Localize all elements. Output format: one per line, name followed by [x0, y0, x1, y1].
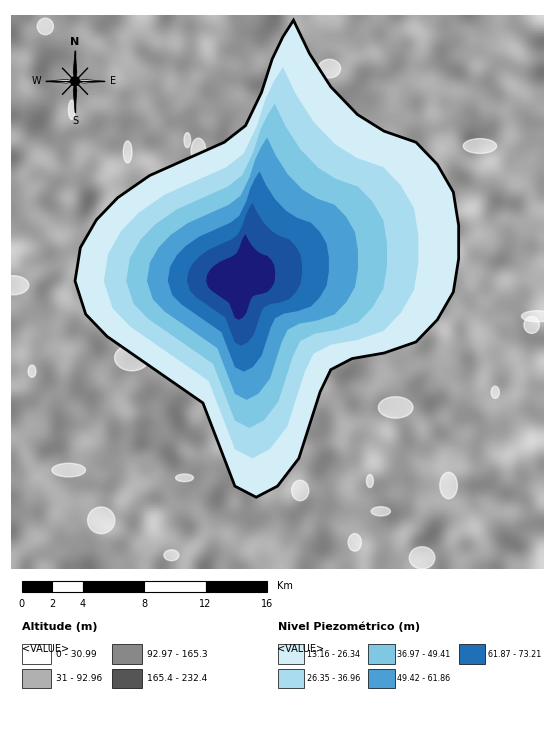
Text: S: S: [72, 116, 78, 126]
Text: 8: 8: [141, 599, 148, 609]
Text: W: W: [32, 76, 42, 86]
Ellipse shape: [306, 235, 318, 250]
Ellipse shape: [37, 18, 53, 35]
Bar: [368, 645, 395, 664]
Ellipse shape: [0, 276, 29, 295]
Polygon shape: [75, 79, 104, 83]
Bar: [278, 645, 304, 664]
Text: 13.16 - 26.34: 13.16 - 26.34: [307, 650, 360, 659]
Ellipse shape: [366, 475, 374, 487]
Text: 4: 4: [80, 599, 86, 609]
Ellipse shape: [315, 87, 323, 104]
Polygon shape: [73, 51, 77, 82]
Text: 165.4 - 232.4: 165.4 - 232.4: [147, 674, 207, 683]
Circle shape: [70, 76, 79, 86]
Ellipse shape: [191, 138, 206, 163]
Text: E: E: [110, 76, 116, 86]
Ellipse shape: [164, 550, 179, 561]
Ellipse shape: [524, 316, 539, 334]
Ellipse shape: [298, 250, 319, 262]
Ellipse shape: [123, 141, 132, 163]
Text: 0: 0: [19, 599, 25, 609]
Bar: [52, 581, 83, 592]
PathPatch shape: [187, 203, 302, 345]
Text: 61.87 - 73.21: 61.87 - 73.21: [488, 650, 541, 659]
Ellipse shape: [175, 474, 194, 481]
Ellipse shape: [318, 60, 341, 78]
Bar: [83, 581, 144, 592]
Ellipse shape: [68, 100, 75, 120]
Ellipse shape: [379, 397, 413, 418]
Bar: [549, 669, 555, 688]
Bar: [22, 669, 51, 688]
Ellipse shape: [184, 132, 190, 148]
Ellipse shape: [277, 104, 285, 126]
Ellipse shape: [256, 233, 266, 243]
Ellipse shape: [371, 506, 391, 516]
Bar: [22, 581, 52, 592]
Text: 31 - 92.96: 31 - 92.96: [57, 674, 103, 683]
Ellipse shape: [234, 320, 259, 337]
Polygon shape: [46, 79, 75, 83]
Ellipse shape: [28, 365, 36, 377]
PathPatch shape: [206, 234, 275, 320]
Text: 49.42 - 61.86: 49.42 - 61.86: [397, 674, 451, 683]
Ellipse shape: [190, 248, 205, 265]
Text: 92.97 - 165.3: 92.97 - 165.3: [147, 650, 208, 659]
Ellipse shape: [171, 213, 187, 220]
Ellipse shape: [348, 534, 361, 551]
Text: Nivel Piezométrico (m): Nivel Piezométrico (m): [278, 622, 420, 632]
Bar: [112, 669, 142, 688]
Ellipse shape: [342, 227, 373, 245]
Bar: [22, 645, 51, 664]
Text: 2: 2: [49, 599, 56, 609]
Ellipse shape: [416, 168, 440, 174]
Bar: [549, 645, 555, 664]
PathPatch shape: [126, 104, 387, 428]
Ellipse shape: [522, 311, 553, 322]
Polygon shape: [73, 82, 77, 112]
Bar: [205, 581, 267, 592]
Ellipse shape: [463, 139, 497, 154]
Ellipse shape: [317, 168, 327, 184]
Text: 36.97 - 49.41: 36.97 - 49.41: [397, 650, 451, 659]
Ellipse shape: [297, 103, 309, 127]
Ellipse shape: [491, 386, 500, 398]
Bar: [368, 669, 395, 688]
Text: <VALUE>: <VALUE>: [22, 645, 69, 654]
Text: Km: Km: [278, 581, 294, 591]
Text: Altitude (m): Altitude (m): [22, 622, 97, 632]
Text: 12: 12: [199, 599, 212, 609]
Text: 16: 16: [261, 599, 273, 609]
Ellipse shape: [291, 480, 309, 501]
Bar: [144, 581, 205, 592]
Ellipse shape: [440, 473, 457, 499]
Ellipse shape: [409, 547, 435, 569]
Text: 0 - 30.99: 0 - 30.99: [57, 650, 97, 659]
PathPatch shape: [75, 21, 458, 497]
Bar: [458, 645, 485, 664]
PathPatch shape: [104, 67, 418, 459]
Text: 26.35 - 36.96: 26.35 - 36.96: [307, 674, 360, 683]
PathPatch shape: [147, 137, 358, 400]
Text: <VALUE>: <VALUE>: [278, 645, 325, 654]
Ellipse shape: [114, 345, 149, 371]
Text: N: N: [70, 37, 80, 46]
Ellipse shape: [88, 507, 115, 534]
Bar: [278, 669, 304, 688]
Ellipse shape: [52, 463, 85, 477]
Bar: [112, 645, 142, 664]
Ellipse shape: [271, 434, 282, 456]
Ellipse shape: [305, 118, 328, 143]
Ellipse shape: [321, 279, 346, 290]
PathPatch shape: [168, 171, 329, 372]
Ellipse shape: [310, 260, 316, 287]
